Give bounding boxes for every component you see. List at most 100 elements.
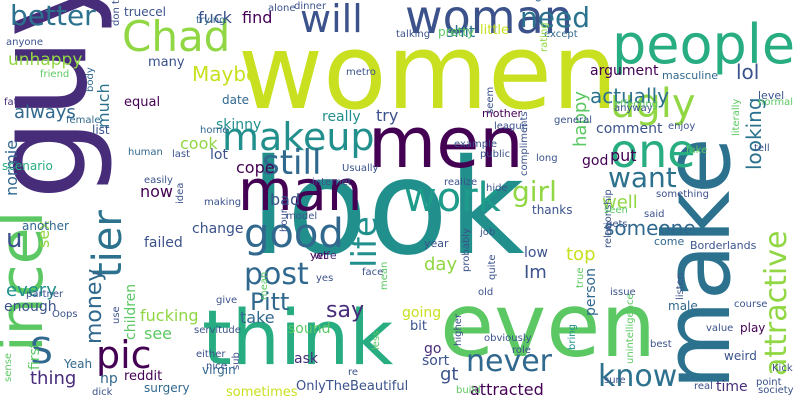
word: effecting bbox=[614, 99, 659, 110]
word: metro bbox=[346, 67, 376, 78]
word: many bbox=[148, 55, 185, 70]
word: fuck bbox=[198, 8, 232, 27]
word: attracted bbox=[470, 380, 544, 399]
word: children bbox=[123, 283, 139, 340]
word: shit bbox=[446, 22, 476, 41]
word: face bbox=[362, 267, 384, 278]
word: really bbox=[322, 109, 361, 125]
word: lot bbox=[210, 147, 228, 163]
word: sure bbox=[604, 375, 626, 386]
word: woman bbox=[405, 0, 573, 44]
word: yes bbox=[316, 273, 334, 284]
word: hide bbox=[486, 183, 508, 194]
word: masculine bbox=[662, 69, 719, 82]
word: mother bbox=[482, 107, 523, 120]
word: league bbox=[494, 121, 528, 132]
word: fucking bbox=[140, 306, 199, 325]
word: still bbox=[262, 143, 322, 183]
word: idea bbox=[175, 182, 186, 204]
word: nice bbox=[206, 361, 227, 372]
word: another bbox=[22, 219, 69, 233]
word: Oops bbox=[52, 309, 78, 320]
word: Maybe bbox=[192, 62, 259, 86]
word: time bbox=[716, 379, 748, 395]
word: real bbox=[694, 381, 713, 392]
word: internet bbox=[312, 177, 352, 188]
word: failed bbox=[144, 235, 183, 251]
word: want bbox=[608, 161, 677, 194]
word: Usually bbox=[342, 163, 379, 174]
word: easily bbox=[144, 175, 173, 186]
word: bring bbox=[567, 324, 578, 350]
word: need bbox=[520, 1, 590, 34]
word: good bbox=[244, 211, 344, 257]
word: hour bbox=[279, 209, 290, 232]
word: now bbox=[140, 182, 174, 201]
word: gt bbox=[440, 364, 459, 385]
word: sub bbox=[231, 352, 242, 370]
word: issue bbox=[610, 287, 636, 298]
word: ugly bbox=[610, 81, 696, 127]
word: sense bbox=[3, 352, 14, 382]
word: control bbox=[533, 0, 544, 2]
word: man bbox=[238, 159, 363, 224]
word: people bbox=[612, 13, 796, 76]
word: year bbox=[424, 237, 449, 250]
word: value bbox=[706, 323, 734, 334]
word: sound bbox=[288, 321, 331, 337]
word: yet bbox=[310, 249, 328, 262]
word: see bbox=[144, 324, 173, 343]
word: sometimes bbox=[226, 385, 298, 400]
word: making bbox=[204, 197, 242, 208]
word: day bbox=[424, 254, 458, 275]
word: Borderlands bbox=[690, 239, 757, 252]
word: low bbox=[524, 245, 548, 261]
word: quite bbox=[487, 254, 498, 280]
word: Chad bbox=[122, 12, 231, 61]
word: body bbox=[85, 67, 96, 92]
word: say bbox=[326, 298, 364, 323]
word: alone bbox=[268, 3, 296, 14]
word: men bbox=[368, 102, 524, 184]
word: put bbox=[610, 146, 637, 165]
word: Pitt bbox=[250, 288, 290, 316]
word: general bbox=[554, 115, 593, 126]
word: Kick bbox=[772, 363, 793, 374]
word: truecel bbox=[124, 5, 166, 19]
word: thanks bbox=[532, 203, 573, 217]
word: lol bbox=[736, 60, 760, 84]
word: something bbox=[656, 189, 709, 200]
word: actually bbox=[590, 84, 669, 108]
word: level bbox=[758, 89, 785, 102]
word: home bbox=[200, 125, 229, 136]
word: Im bbox=[524, 262, 547, 283]
word: less bbox=[371, 330, 382, 350]
word: girl bbox=[512, 175, 557, 208]
word: unintelligence bbox=[625, 293, 636, 364]
word: bit bbox=[410, 319, 427, 334]
word: argument bbox=[590, 63, 659, 79]
word: anyone bbox=[6, 37, 43, 48]
word: np bbox=[100, 371, 118, 387]
word: normal bbox=[758, 97, 794, 108]
word: build bbox=[456, 385, 481, 396]
word: example bbox=[454, 139, 498, 150]
word: seem bbox=[485, 86, 496, 114]
word: rating bbox=[539, 22, 550, 52]
word: fake bbox=[686, 145, 708, 156]
word: dick bbox=[92, 387, 113, 398]
word: female bbox=[66, 115, 101, 126]
word: partner bbox=[26, 289, 64, 300]
word: last bbox=[172, 149, 191, 160]
word: human bbox=[128, 147, 163, 158]
word: cope bbox=[236, 158, 275, 177]
word: always bbox=[14, 102, 76, 123]
word: literally bbox=[731, 98, 742, 136]
word: long bbox=[536, 153, 558, 164]
word: look bbox=[250, 131, 525, 285]
word: enough bbox=[4, 299, 57, 315]
word: equal bbox=[124, 95, 161, 110]
word: use bbox=[111, 306, 122, 324]
word: someone bbox=[604, 216, 696, 240]
